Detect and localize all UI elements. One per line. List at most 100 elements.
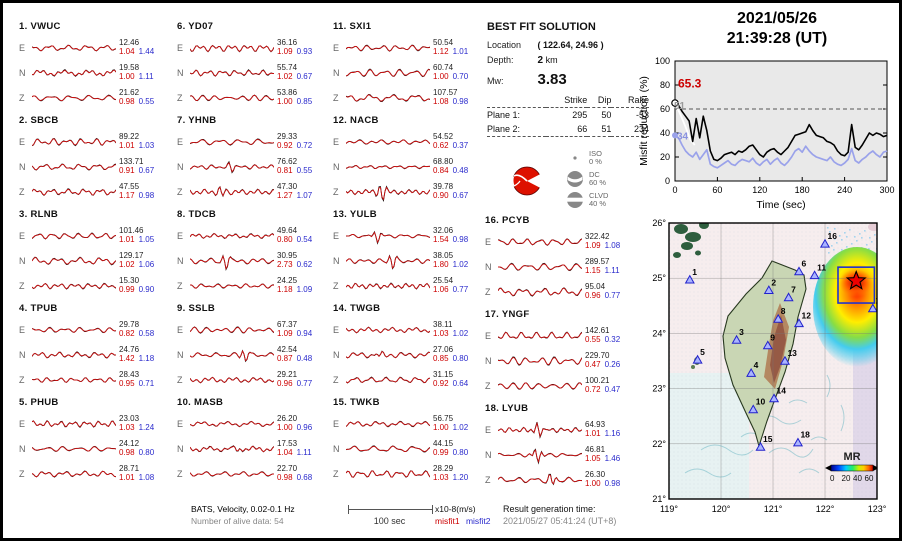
waveform-values: 46.81 1.05 1.46 [585,445,620,463]
waveform-row-SXI1-N: N 60.74 1.00 0.70 [333,60,485,85]
waveform-values: 27.06 0.85 0.80 [433,345,468,363]
component-label: Z [19,468,25,479]
waveform-trace [190,282,274,289]
waveform-row-SXI1-Z: Z 107.57 1.08 0.98 [333,85,485,110]
station-marker-5 [692,354,703,364]
svg-text:60: 60 [660,104,670,114]
misfit1-value: 0.81 [277,165,293,175]
misfit1-value: 1.00 [585,478,601,488]
misfit2-value: 0.80 [138,447,155,457]
station-block-VWUC: 1. VWUC E 12.46 1.04 1.44 N 19.58 1.00 1.11 Z 21.6… [19,21,171,110]
waveform-values: 24.12 0.98 0.80 [119,439,155,457]
station-marker-6 [793,266,805,276]
component-label: N [333,161,340,172]
alive-data-count: Number of alive data: 54 [191,516,284,526]
mr-colorbar-tick: 40 [853,474,862,483]
component-label: Z [333,468,339,479]
waveform-row-VWUC-E: E 12.46 1.04 1.44 [19,35,171,60]
location-value: ( 122.64, 24.96 ) [537,40,604,50]
misfit1-value: 0.62 [433,140,449,150]
station-name: 5. PHUB [19,397,59,408]
svg-text:120: 120 [752,185,767,195]
station-name: 10. MASB [177,397,224,408]
component-label: Z [333,186,339,197]
component-label: E [177,42,184,53]
waveform-values: 53.86 1.00 0.85 [277,88,312,106]
waveform-row-SBCB-N: N 133.71 0.91 0.67 [19,154,171,179]
station-block-PCYB: 16. PCYB E 322.42 1.09 1.08 N 289.57 1.15 1.11 Z 9… [485,215,637,304]
waveform-values: 129.17 1.02 1.06 [119,251,154,269]
waveform-row-YHNB-E: E 29.33 0.92 0.72 [177,129,329,154]
misfit1-value: 0.98 [277,472,293,482]
misfit1-value: 0.92 [433,378,449,388]
waveform-row-VWUC-Z: Z 21.62 0.98 0.55 [19,85,171,110]
waveform-row-TWKB-N: N 44.15 0.99 0.80 [333,436,485,461]
waveform-row-TPUB-E: E 29.78 0.82 0.58 [19,317,171,342]
plane-table-header: Strike [546,93,588,108]
misfit1-series-line [674,102,888,162]
map-lon-tick: 119° [660,504,678,514]
component-label: E [19,42,26,53]
waveform-row-YNGF-Z: Z 100.21 0.72 0.47 [485,373,637,398]
misfit1-value: 1.03 [433,328,449,338]
waveform-values: 31.15 0.92 0.64 [433,370,469,388]
waveform-row-NACB-N: N 68.80 0.84 0.48 [333,154,485,179]
misfit1-value: 0.90 [433,190,449,200]
waveform-values: 76.62 0.81 0.55 [277,157,312,175]
misfit2-value: 0.48 [452,165,469,175]
waveform-row-PCYB-E: E 322.42 1.09 1.08 [485,229,637,254]
waveform-row-YNGF-E: E 142.61 0.55 0.32 [485,323,637,348]
misfit2-value: 0.47 [604,384,621,394]
waveform-values: 64.93 1.01 1.16 [585,420,620,438]
waveform-values: 32.06 1.54 0.98 [433,226,468,244]
depth-row: Depth: 2 km [487,55,649,66]
amplitude-value: 26.20 [277,414,298,423]
misfit2-value: 1.01 [452,46,469,56]
waveform-row-TDCB-N: N 30.95 2.73 0.62 [177,248,329,273]
station-marker-7 [783,292,794,302]
component-label: N [177,161,184,172]
waveform-values: 47.30 1.27 1.07 [277,182,312,200]
misfit2-value: 1.18 [138,353,155,363]
waveform-trace [190,232,274,239]
component-label: Z [177,280,183,291]
component-label: Z [19,280,25,291]
station-name: 6. YD07 [177,21,214,32]
amplitude-value: 24.25 [277,276,298,285]
waveform-row-MASB-N: N 17.53 1.04 1.11 [177,436,329,461]
dc-icon [567,171,583,187]
misfit1-value: 0.72 [585,384,601,394]
location-label: Location [487,40,522,50]
misfit1-value: 0.80 [277,234,293,244]
waveform-row-MASB-Z: Z 22.70 0.98 0.68 [177,461,329,486]
waveform-values: 229.70 0.47 0.26 [585,351,620,369]
misfit2-value: 0.64 [452,378,469,388]
station-name: 17. YNGF [485,309,530,320]
misfit1-value: 1.00 [433,422,449,432]
waveform-trace [32,282,116,290]
misfit2-value: 0.67 [452,190,469,200]
station-name: 4. TPUB [19,303,58,314]
waveform-trace [498,381,582,390]
waveform-values: 12.46 1.04 1.44 [119,38,154,56]
location-row: Location ( 122.64, 24.96 ) [487,40,649,50]
misfit1-value: 1.80 [433,259,449,269]
waveform-values: 89.22 1.01 1.03 [119,132,154,150]
units-block: x10-8(m/s) misfit1 misfit2 [435,503,491,527]
waveform-values: 47.55 1.17 0.98 [119,182,154,200]
waveform-trace [190,325,274,334]
station-name: 11. SXI1 [333,21,372,32]
waveform-trace [498,286,582,297]
amplitude-value: 29.21 [277,370,298,379]
misfit1-value: 0.84 [433,165,449,175]
station-marker-label: 18 [800,430,810,440]
iso-icon [573,156,577,160]
waveform-trace [190,444,274,452]
station-marker-label: 9 [770,333,775,343]
misfit1-legend: misfit1 [435,516,460,526]
map-lat-tick: 25° [652,273,666,283]
misfit2-value: 0.37 [452,140,469,150]
misfit2-value: 0.67 [138,165,155,175]
amplitude-value: 28.43 [119,370,140,379]
station-column-1: 1. VWUC E 12.46 1.04 1.44 N 19.58 1.00 1.11 Z 21.6… [19,21,171,491]
